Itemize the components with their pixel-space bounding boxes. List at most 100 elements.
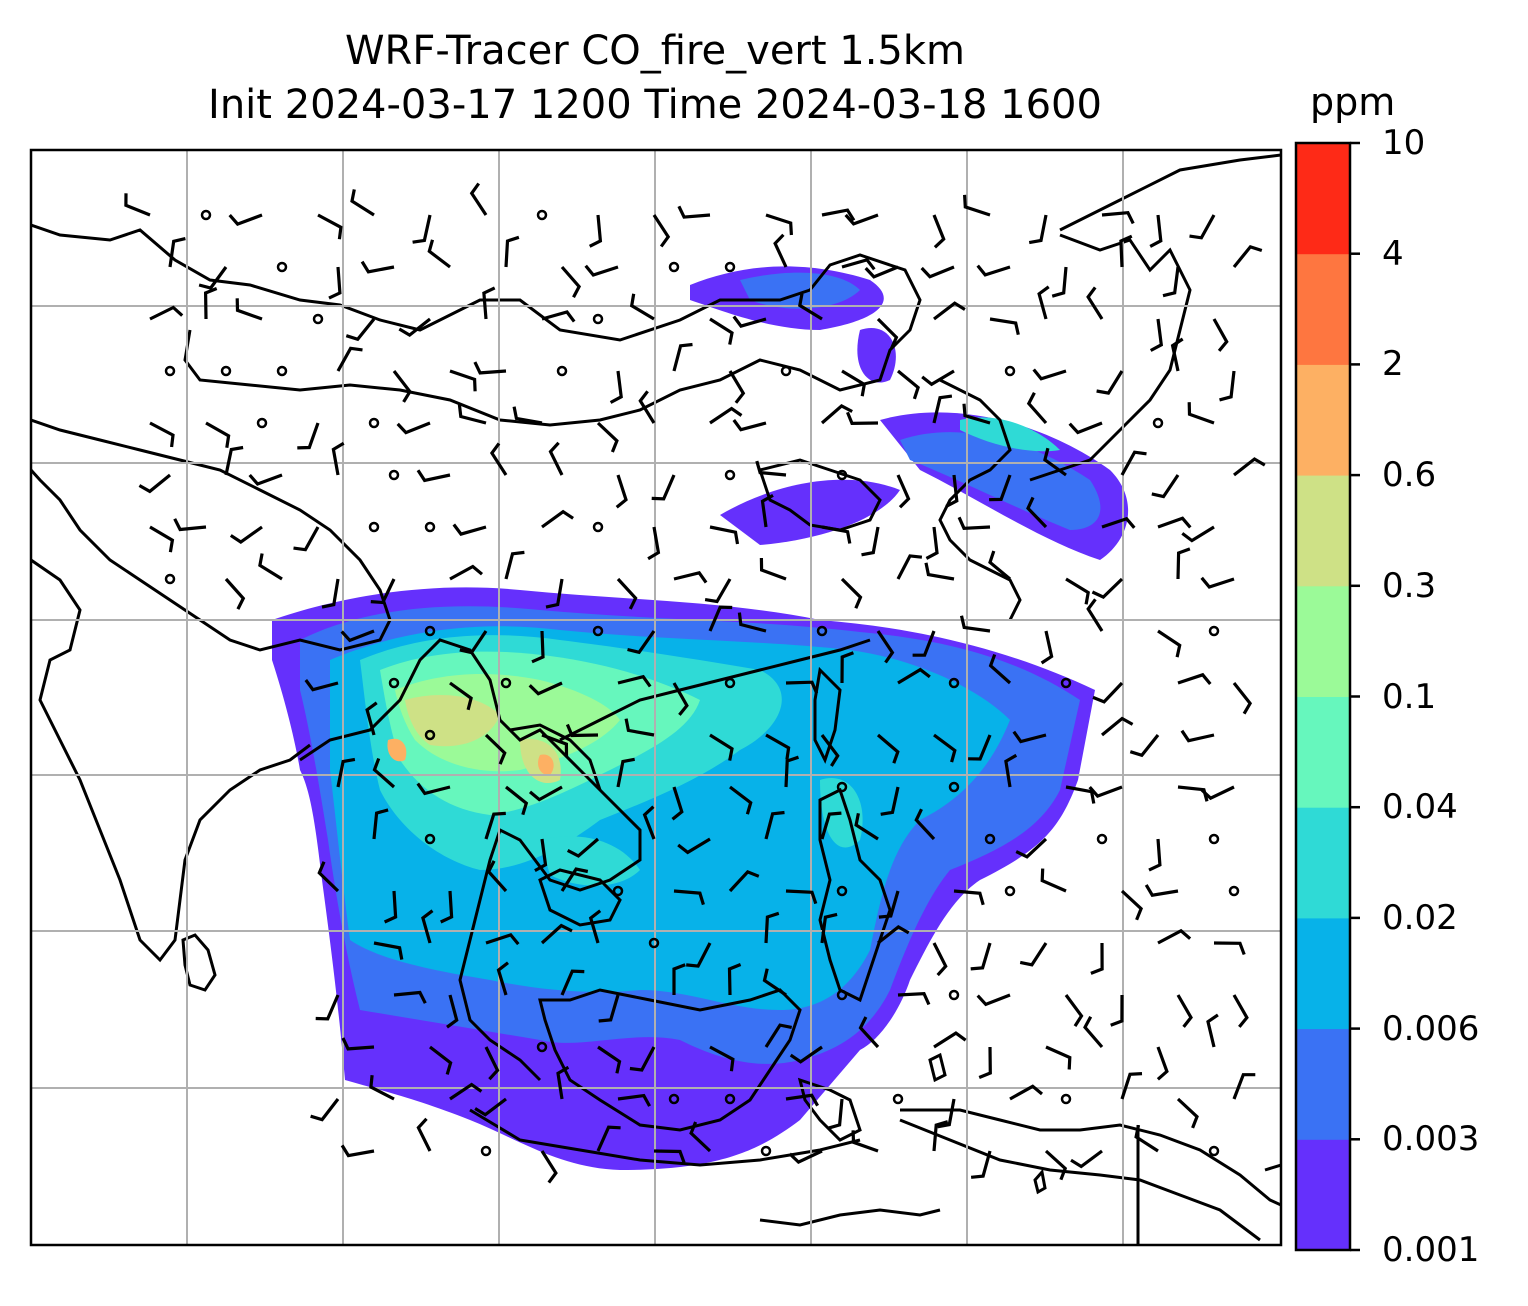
wind-barb bbox=[566, 837, 600, 858]
wind-barb bbox=[1206, 1013, 1219, 1048]
wind-barb bbox=[548, 441, 564, 476]
wind-barb bbox=[629, 1046, 656, 1072]
wind-barb bbox=[785, 680, 819, 694]
wind-barb bbox=[1151, 474, 1180, 499]
wind-barb bbox=[484, 811, 506, 840]
map-title-line1: WRF-Tracer CO_fire_vert 1.5km bbox=[344, 28, 966, 74]
wind-barb bbox=[1181, 525, 1215, 543]
field-band-0.001-patch bbox=[857, 328, 896, 383]
wind-barb bbox=[896, 474, 911, 509]
calm-wind-marker bbox=[612, 885, 624, 897]
colorbar-segment bbox=[1296, 475, 1350, 587]
wind-barb bbox=[321, 578, 340, 609]
colorbar-segment bbox=[1296, 696, 1350, 808]
wind-barb bbox=[248, 473, 283, 486]
wind-barb bbox=[459, 630, 488, 655]
wind-barb bbox=[896, 554, 923, 580]
wind-barb bbox=[345, 317, 376, 342]
wind-barb bbox=[1040, 630, 1054, 665]
wind-barb bbox=[297, 422, 320, 450]
wind-barb bbox=[229, 525, 263, 544]
calm-wind-marker bbox=[724, 261, 736, 273]
wind-barb bbox=[1157, 629, 1182, 658]
wind-barb bbox=[1070, 1149, 1103, 1169]
wind-barb bbox=[820, 734, 840, 767]
wind-barb bbox=[798, 293, 823, 321]
wind-barb bbox=[784, 755, 800, 788]
wind-barb bbox=[897, 991, 931, 1006]
wind-barb bbox=[642, 805, 656, 840]
wind-barb bbox=[1037, 285, 1050, 320]
wind-barb bbox=[310, 1098, 340, 1122]
wind-barb bbox=[671, 786, 684, 821]
wind-barb bbox=[762, 968, 787, 997]
wind-barb bbox=[1040, 868, 1067, 893]
calm-wind-marker bbox=[388, 677, 400, 689]
calm-wind-marker bbox=[1152, 417, 1164, 429]
wind-barb bbox=[1200, 785, 1235, 801]
wind-barb bbox=[876, 733, 900, 764]
colorbar-tick-label: 0.006 bbox=[1382, 1008, 1480, 1049]
wind-barb bbox=[959, 615, 991, 633]
calm-wind-marker bbox=[948, 781, 960, 793]
wind-barb bbox=[617, 674, 652, 688]
wind-barb bbox=[970, 942, 992, 971]
wind-barb bbox=[293, 526, 320, 552]
field-band-0.003-korea bbox=[900, 432, 1101, 530]
colorbar-tick-label: 0.003 bbox=[1382, 1119, 1480, 1160]
wind-barb bbox=[588, 909, 602, 944]
calm-wind-marker bbox=[668, 1093, 680, 1105]
calm-wind-marker bbox=[948, 989, 960, 1001]
calm-wind-marker bbox=[276, 365, 288, 377]
calm-wind-marker bbox=[724, 469, 736, 481]
calm-wind-marker bbox=[592, 625, 604, 637]
wind-barb bbox=[957, 516, 991, 530]
wind-barb bbox=[505, 785, 529, 816]
colorbar-tick-label: 0.3 bbox=[1382, 565, 1437, 606]
wind-barb bbox=[1189, 214, 1216, 240]
wind-barb bbox=[596, 1125, 621, 1152]
wind-barb bbox=[149, 525, 175, 553]
wind-barb bbox=[484, 733, 507, 765]
wind-barb bbox=[708, 605, 733, 632]
wind-barb bbox=[861, 526, 880, 557]
wind-barb bbox=[878, 890, 900, 919]
wind-barb bbox=[317, 861, 340, 893]
wind-barb bbox=[1232, 994, 1249, 1028]
wind-barb bbox=[512, 406, 543, 425]
wind-barb bbox=[541, 509, 574, 529]
colorbar-segment bbox=[1296, 807, 1350, 919]
wind-barb bbox=[925, 526, 939, 560]
wind-barb bbox=[1028, 214, 1048, 245]
wind-barb bbox=[989, 474, 1012, 502]
wind-barb bbox=[988, 550, 1012, 581]
wind-barb bbox=[764, 810, 785, 840]
wind-barb bbox=[1187, 402, 1215, 425]
wind-barb bbox=[651, 474, 676, 501]
wind-barb bbox=[1009, 1084, 1044, 1101]
wind-barb bbox=[933, 301, 966, 321]
wind-barb bbox=[1086, 286, 1104, 320]
calm-wind-marker bbox=[424, 833, 436, 845]
calm-wind-marker bbox=[276, 261, 288, 273]
wind-barb bbox=[858, 1016, 880, 1049]
calm-wind-marker bbox=[536, 1041, 548, 1053]
wind-barb bbox=[709, 733, 734, 761]
wind-barb bbox=[545, 578, 564, 609]
wind-barb bbox=[841, 257, 876, 271]
wind-barb bbox=[953, 889, 985, 906]
wind-barb bbox=[864, 265, 899, 279]
calm-wind-marker bbox=[836, 885, 848, 897]
wind-barb bbox=[1044, 1149, 1068, 1181]
wind-barb bbox=[392, 370, 412, 403]
wind-barb bbox=[732, 419, 767, 432]
wind-barb bbox=[531, 630, 545, 664]
wind-barb bbox=[336, 757, 356, 788]
calm-wind-marker bbox=[836, 469, 848, 481]
wind-barb bbox=[597, 1045, 622, 1074]
wind-barb bbox=[474, 1097, 507, 1117]
wind-barb bbox=[486, 860, 508, 893]
wind-barb bbox=[398, 317, 431, 338]
wind-barb bbox=[755, 460, 787, 477]
wind-barb bbox=[473, 361, 507, 375]
